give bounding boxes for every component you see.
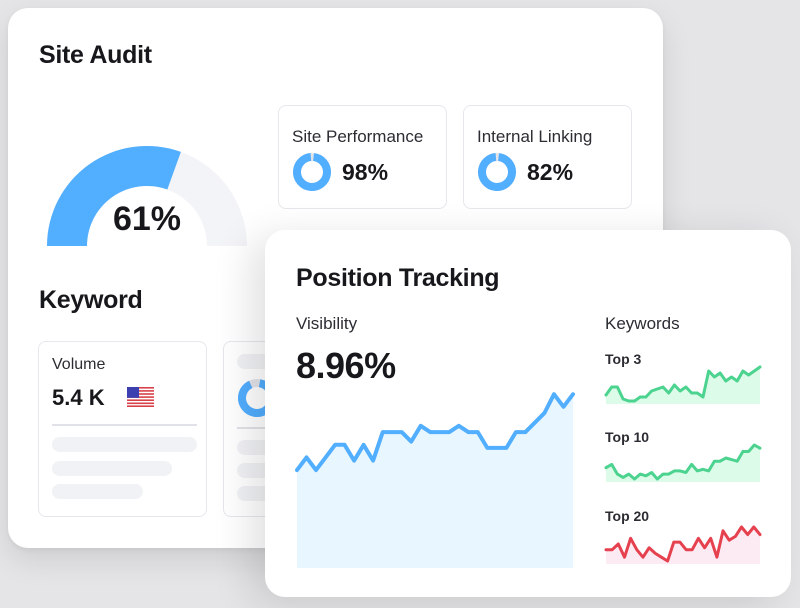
site-performance-label: Site Performance	[292, 127, 424, 146]
site-audit-title: Site Audit	[39, 41, 152, 69]
internal-linking-donut-icon	[478, 153, 516, 191]
gauge-value: 61%	[112, 200, 182, 238]
top-10-sparkline	[604, 443, 762, 482]
volume-label: Volume	[52, 356, 106, 373]
site-audit-gauge: 61%	[37, 108, 257, 248]
top-10-label: Top 10	[605, 429, 650, 445]
us-flag-icon	[127, 387, 154, 407]
internal-linking-label: Internal Linking	[477, 127, 593, 146]
volume-card[interactable]: Volume 5.4 K	[38, 341, 207, 517]
volume-divider	[52, 424, 197, 426]
site-performance-donut-icon	[293, 153, 331, 191]
visibility-label: Visibility	[296, 314, 358, 333]
top-20-label: Top 20	[605, 508, 650, 524]
site-performance-value: 98%	[342, 159, 389, 185]
visibility-chart	[295, 392, 575, 568]
volume-value: 5.4 K	[52, 385, 105, 410]
skeleton-line	[52, 461, 172, 476]
internal-linking-value: 82%	[527, 159, 574, 185]
skeleton-line	[52, 437, 197, 452]
top-20-sparkline	[604, 525, 762, 564]
visibility-value: 8.96%	[296, 345, 396, 386]
position-tracking-card: Position Tracking Visibility 8.96% Keywo…	[265, 230, 791, 597]
keyword-title: Keyword	[39, 286, 143, 314]
internal-linking-card[interactable]: Internal Linking 82%	[463, 105, 632, 209]
position-tracking-title: Position Tracking	[296, 264, 500, 292]
gauge-chart	[46, 145, 247, 246]
top-3-label: Top 3	[605, 351, 642, 367]
top-3-sparkline	[604, 365, 762, 404]
site-performance-card[interactable]: Site Performance 98%	[278, 105, 447, 209]
keywords-label: Keywords	[605, 314, 680, 333]
skeleton-line	[52, 484, 143, 499]
